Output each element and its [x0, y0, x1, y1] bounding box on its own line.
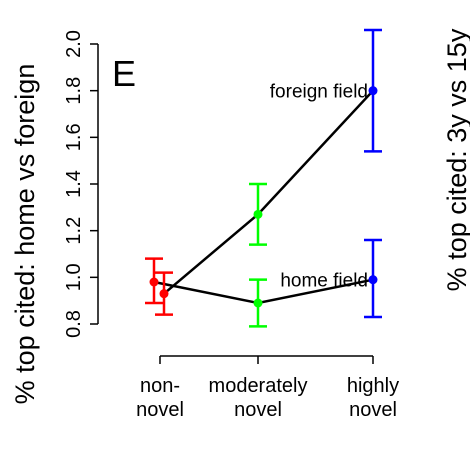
y-tick-label: 2.0	[63, 30, 85, 58]
data-point	[368, 275, 378, 285]
x-tick-label: non-	[140, 375, 180, 397]
y-tick-label: 1.0	[63, 263, 85, 291]
y-axis-label: % top cited: home vs foreign	[10, 64, 40, 405]
x-tick-label: novel	[136, 399, 184, 421]
y-tick-label: 1.2	[63, 217, 85, 245]
x-tick-label: moderately	[209, 375, 308, 397]
panel-label: E	[112, 53, 136, 94]
data-point	[368, 86, 378, 96]
y-tick-label: 0.8	[63, 310, 85, 338]
y-tick-label: 1.8	[63, 77, 85, 105]
axes: 0.81.01.21.41.61.82.0non-novelmoderately…	[63, 30, 399, 421]
right-panel-ylabel: % top cited: 3y vs 15y	[442, 28, 470, 291]
labels: % top cited: home vs foreign % top cited:…	[10, 28, 470, 404]
series-label-foreign: foreign field	[270, 82, 368, 103]
data-point	[253, 209, 263, 219]
series-line	[163, 89, 374, 295]
data-point	[253, 298, 263, 308]
data-point	[159, 289, 169, 299]
x-tick-label: highly	[347, 375, 399, 397]
data-points	[149, 86, 378, 308]
data-point	[149, 277, 159, 287]
x-tick-label: novel	[234, 399, 282, 421]
y-tick-label: 1.4	[63, 170, 85, 198]
series-label-home: home field	[280, 271, 368, 292]
y-tick-label: 1.6	[63, 123, 85, 151]
x-tick-label: novel	[349, 399, 397, 421]
